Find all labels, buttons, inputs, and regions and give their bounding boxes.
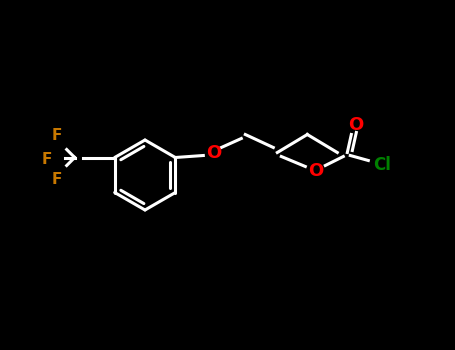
Text: O: O	[206, 144, 221, 161]
Text: Cl: Cl	[374, 155, 391, 174]
Text: O: O	[308, 161, 323, 180]
Text: F: F	[41, 152, 52, 167]
Text: F: F	[51, 172, 62, 187]
Text: O: O	[348, 116, 363, 133]
Text: F: F	[51, 128, 62, 143]
